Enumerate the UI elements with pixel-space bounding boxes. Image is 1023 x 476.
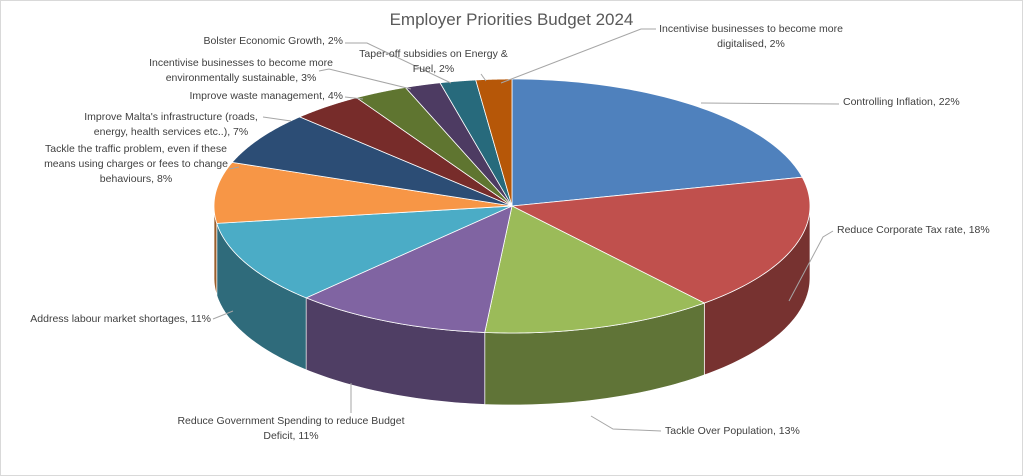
pie-slice [216,205,513,299]
leader-line [228,166,240,170]
data-label: Tackle Over Population, 13% [665,425,800,437]
data-label: Reduce Corporate Tax rate, 18% [837,224,990,236]
leader-line [788,230,834,302]
pie-slice [475,78,513,207]
data-label: Address labour market shortages, 11% [30,313,211,325]
pie-slice [484,205,706,334]
leader-line [480,73,487,82]
data-label: Controlling Inflation, 22% [843,96,960,108]
leader-line [318,68,412,90]
pie-slice [213,161,513,224]
leader-line [344,96,364,100]
leader-line [700,102,840,105]
chart-title: Employer Priorities Budget 2024 [389,10,634,29]
leader-line [590,415,662,432]
data-label: Taper-off subsidies on Energy & Fuel, 2% [359,48,508,75]
data-label: Incentivise businesses to become more di… [659,23,843,50]
data-label: Tackle the traffic problem, even if thes… [44,143,228,185]
pie-slice [404,82,513,207]
leader-line [500,28,656,84]
pie-slice [305,205,513,333]
pie-slice [439,79,513,207]
data-label: Bolster Economic Growth, 2% [203,35,343,47]
leader-line [212,310,234,320]
data-label: Incentivise businesses to become more en… [149,57,333,84]
pie-slice [355,86,513,207]
leader-line [345,42,452,84]
data-label: Improve Malta's infrastructure (roads, e… [84,111,258,138]
pie-slice [511,78,803,207]
pie-slice [231,116,513,207]
leader-line [262,116,292,122]
pie-slice [510,176,811,304]
pie-slice [298,97,513,207]
data-label: Improve waste management, 4% [189,90,344,102]
data-label: Reduce Government Spending to reduce Bud… [177,415,405,442]
